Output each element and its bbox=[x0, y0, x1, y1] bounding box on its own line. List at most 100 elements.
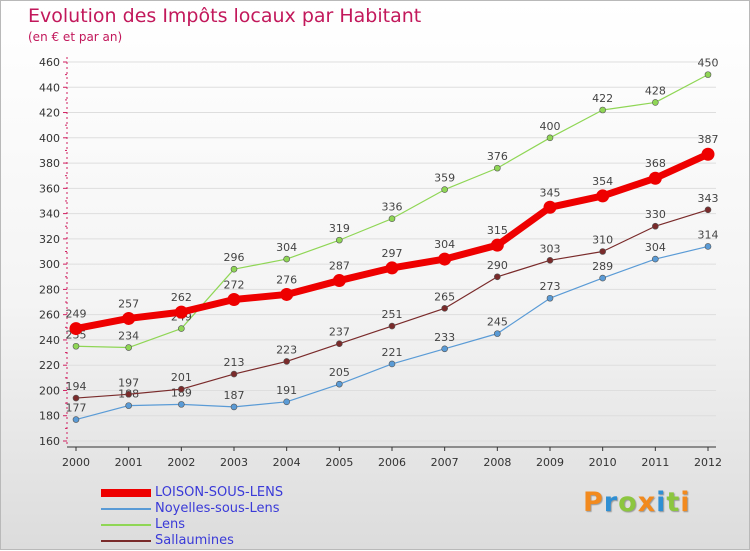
data-label-sallaumines-2008: 290 bbox=[487, 259, 508, 272]
x-tick-label-2010: 2010 bbox=[589, 456, 617, 469]
data-label-sallaumines-2006: 251 bbox=[382, 308, 403, 321]
point-sallaumines-2007 bbox=[441, 305, 448, 312]
point-sallaumines-2012 bbox=[704, 206, 712, 214]
point-noyelles-sous-lens-2007 bbox=[441, 345, 448, 353]
y-tick-label-220: 220 bbox=[39, 359, 60, 372]
data-label-loison-sous-lens-2008: 315 bbox=[487, 224, 508, 237]
x-tick-label-2002: 2002 bbox=[167, 456, 195, 469]
legend-label-lens: Lens bbox=[155, 517, 186, 532]
logo-letter-4: i bbox=[656, 487, 667, 518]
data-label-noyelles-sous-lens-2003: 187 bbox=[224, 389, 245, 402]
point-loison-sous-lens-2008 bbox=[490, 238, 504, 252]
data-label-noyelles-sous-lens-2000: 177 bbox=[66, 402, 87, 415]
data-label-loison-sous-lens-2012: 387 bbox=[698, 133, 719, 146]
y-tick-label-400: 400 bbox=[39, 132, 60, 145]
point-sallaumines-2005 bbox=[336, 340, 343, 348]
point-noyelles-sous-lens-2000 bbox=[72, 416, 80, 423]
point-lens-2011 bbox=[652, 99, 659, 106]
x-tick-label-2006: 2006 bbox=[378, 456, 406, 469]
logo-letter-2: o bbox=[618, 487, 638, 518]
data-label-loison-sous-lens-2009: 345 bbox=[540, 186, 561, 199]
data-label-lens-2009: 400 bbox=[540, 120, 561, 133]
point-noyelles-sous-lens-2002 bbox=[178, 401, 185, 408]
data-label-loison-sous-lens-2005: 287 bbox=[329, 260, 350, 273]
data-label-sallaumines-2002: 201 bbox=[171, 371, 192, 384]
point-loison-sous-lens-2004 bbox=[280, 287, 294, 301]
point-sallaumines-2010 bbox=[599, 248, 606, 255]
data-label-sallaumines-2001: 197 bbox=[118, 376, 139, 389]
legend-swatch-sallaumines bbox=[101, 540, 151, 542]
y-tick-label-380: 380 bbox=[39, 157, 60, 170]
point-lens-2009 bbox=[546, 134, 554, 142]
legend-label-loison: LOISON-SOUS-LENS bbox=[155, 485, 284, 500]
point-loison-sous-lens-2006 bbox=[385, 261, 399, 275]
data-label-sallaumines-2009: 303 bbox=[540, 242, 561, 255]
data-label-sallaumines-2012: 343 bbox=[698, 192, 719, 205]
legend-swatch-lens bbox=[101, 524, 151, 526]
data-label-lens-2006: 336 bbox=[382, 201, 403, 214]
y-tick-label-440: 440 bbox=[39, 81, 60, 94]
point-noyelles-sous-lens-2001 bbox=[125, 402, 132, 409]
point-noyelles-sous-lens-2004 bbox=[283, 398, 290, 406]
point-loison-sous-lens-2005 bbox=[332, 274, 346, 288]
logo-letter-6: i bbox=[680, 487, 691, 518]
point-lens-2006 bbox=[388, 215, 396, 222]
data-label-loison-sous-lens-2002: 262 bbox=[171, 291, 192, 304]
data-label-lens-2004: 304 bbox=[276, 241, 297, 254]
point-sallaumines-2004 bbox=[283, 358, 290, 365]
data-label-lens-2001: 234 bbox=[118, 330, 139, 343]
point-noyelles-sous-lens-2006 bbox=[388, 360, 396, 368]
point-sallaumines-2001 bbox=[125, 390, 132, 398]
point-loison-sous-lens-2001 bbox=[122, 311, 136, 325]
y-tick-label-180: 180 bbox=[39, 410, 60, 423]
x-tick-label-2012: 2012 bbox=[694, 456, 722, 469]
y-tick-label-320: 320 bbox=[39, 233, 60, 246]
point-loison-sous-lens-2009 bbox=[543, 200, 557, 214]
point-sallaumines-2000 bbox=[72, 394, 80, 402]
y-tick-label-160: 160 bbox=[39, 435, 60, 448]
point-lens-2001 bbox=[125, 344, 132, 351]
point-noyelles-sous-lens-2003 bbox=[230, 403, 238, 411]
point-sallaumines-2006 bbox=[388, 322, 396, 330]
y-tick-label-240: 240 bbox=[39, 334, 60, 347]
y-tick-label-200: 200 bbox=[39, 384, 60, 397]
point-noyelles-sous-lens-2010 bbox=[599, 274, 606, 282]
point-loison-sous-lens-2011 bbox=[648, 171, 662, 185]
x-tick-label-2008: 2008 bbox=[483, 456, 511, 469]
legend-swatch-noyelles bbox=[101, 508, 151, 510]
data-label-sallaumines-2005: 237 bbox=[329, 326, 350, 339]
y-tick-label-280: 280 bbox=[39, 283, 60, 296]
data-label-lens-2007: 359 bbox=[434, 172, 455, 185]
point-noyelles-sous-lens-2012 bbox=[704, 243, 712, 250]
point-noyelles-sous-lens-2005 bbox=[336, 380, 343, 388]
point-lens-2000 bbox=[72, 342, 80, 350]
point-lens-2002 bbox=[178, 325, 185, 332]
data-label-lens-2005: 319 bbox=[329, 222, 350, 235]
data-label-noyelles-sous-lens-2006: 221 bbox=[382, 346, 403, 359]
point-noyelles-sous-lens-2009 bbox=[546, 294, 554, 302]
data-label-noyelles-sous-lens-2008: 245 bbox=[487, 316, 508, 329]
point-sallaumines-2002 bbox=[178, 385, 185, 393]
data-label-loison-sous-lens-2007: 304 bbox=[434, 238, 455, 251]
logo-letter-5: t bbox=[666, 487, 681, 518]
data-label-noyelles-sous-lens-2011: 304 bbox=[645, 241, 666, 254]
data-label-noyelles-sous-lens-2007: 233 bbox=[434, 331, 455, 344]
x-tick-label-2009: 2009 bbox=[536, 456, 564, 469]
point-sallaumines-2009 bbox=[546, 257, 554, 264]
point-lens-2010 bbox=[599, 106, 606, 114]
point-lens-2007 bbox=[441, 186, 448, 193]
logo-letter-1: r bbox=[603, 487, 619, 518]
point-lens-2012 bbox=[704, 71, 712, 78]
chart-title: Evolution des Impôts locaux par Habitant bbox=[28, 5, 422, 27]
point-noyelles-sous-lens-2011 bbox=[652, 255, 659, 263]
legend-swatch-loison bbox=[101, 489, 151, 497]
data-label-lens-2008: 376 bbox=[487, 150, 508, 163]
data-label-noyelles-sous-lens-2004: 191 bbox=[276, 384, 297, 397]
x-tick-label-2011: 2011 bbox=[641, 456, 669, 469]
data-label-sallaumines-2004: 223 bbox=[276, 343, 297, 356]
point-lens-2003 bbox=[230, 265, 238, 273]
data-label-noyelles-sous-lens-2005: 205 bbox=[329, 366, 350, 379]
point-sallaumines-2011 bbox=[652, 222, 659, 230]
data-label-sallaumines-2011: 330 bbox=[645, 208, 666, 221]
